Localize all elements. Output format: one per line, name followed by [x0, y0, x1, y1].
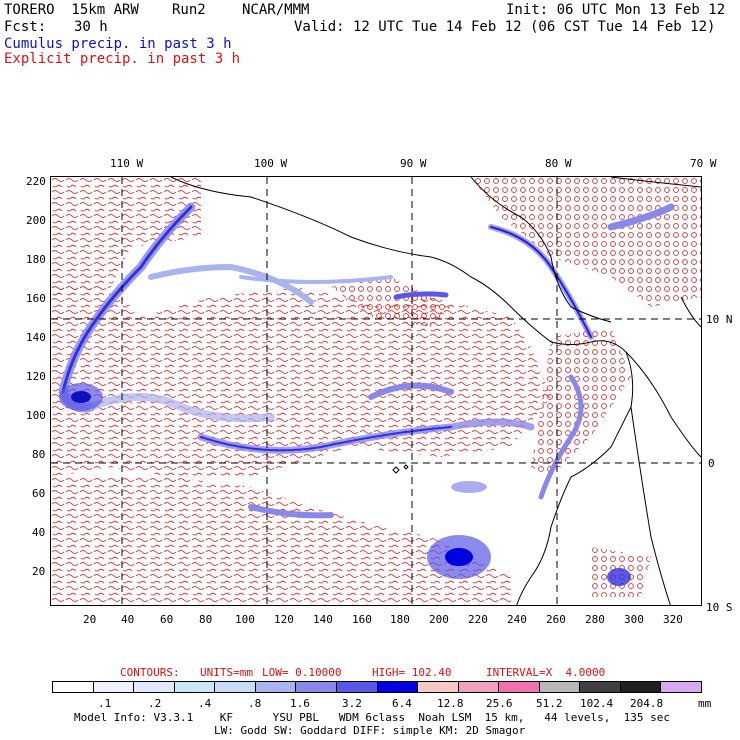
legend-swatch-2 [134, 682, 175, 692]
contours-high: HIGH= 102.40 [372, 666, 452, 679]
lat-label-10n: 10 N [706, 313, 733, 326]
explicit-precip-areas [51, 177, 701, 605]
legend-swatch-11 [499, 682, 540, 692]
lat-label-0: 0 [708, 457, 715, 470]
y-tick-80: 80 [32, 448, 46, 461]
legend-swatch-0 [53, 682, 94, 692]
x-tick-60: 60 [160, 613, 174, 626]
y-tick-40: 40 [32, 526, 46, 539]
legend-swatch-12 [539, 682, 581, 692]
legend-swatch-13 [580, 682, 621, 692]
lon-label-70w: 70 W [690, 157, 717, 170]
legend-label-51.2: 51.2 [536, 697, 563, 710]
y-tick-100: 100 [26, 409, 46, 422]
legend-label-0.1: .1 [98, 697, 112, 710]
contours-units: UNITS=mm [200, 666, 253, 679]
y-tick-140: 140 [26, 331, 46, 344]
legend-swatch-8 [377, 682, 419, 692]
x-tick-80: 80 [199, 613, 213, 626]
x-tick-240: 240 [507, 613, 527, 626]
legend-label-0.4: .4 [198, 697, 212, 710]
x-tick-220: 220 [468, 613, 488, 626]
lat-lon-grid [51, 177, 701, 605]
legend-label-3.2: 3.2 [342, 697, 362, 710]
x-tick-200: 200 [429, 613, 449, 626]
lon-label-100w: 100 W [254, 157, 288, 170]
legend-unit: mm [698, 697, 712, 710]
legend-swatch-6 [296, 682, 337, 692]
cumulus-precip-areas [58, 202, 675, 519]
legend-label-12.8: 12.8 [437, 697, 464, 710]
x-tick-140: 140 [313, 613, 333, 626]
lon-label-110w: 110 W [110, 157, 144, 170]
legend-label-0.2: .2 [148, 697, 162, 710]
legend-swatch-15 [661, 682, 701, 692]
y-tick-60: 60 [32, 487, 46, 500]
legend-swatch-14 [620, 682, 662, 692]
lon-label-90w: 90 W [400, 157, 427, 170]
y-tick-200: 200 [26, 214, 46, 227]
legend-label-204.8: 204.8 [630, 697, 664, 710]
y-tick-20: 20 [32, 565, 46, 578]
forecast-hours: 30 h [74, 19, 108, 35]
legend-label-1.6: 1.6 [290, 697, 310, 710]
x-tick-120: 120 [274, 613, 294, 626]
physics-info: LW: Godd SW: Goddard DIFF: simple KM: 2D… [214, 724, 526, 737]
run-label: Run2 [172, 2, 206, 18]
field-title-cumulus: Cumulus precip. in past 3 h [4, 36, 232, 52]
legend-swatch-1 [93, 682, 135, 692]
contours-low: LOW= 0.10000 [262, 666, 342, 679]
x-tick-100: 100 [235, 613, 255, 626]
contours-interval: INTERVAL=X 4.0000 [486, 666, 606, 679]
model-info: Model Info: V3.3.1 KF YSU PBL WDM 6class… [74, 711, 671, 724]
legend-swatch-3 [174, 682, 216, 692]
coastlines [170, 177, 701, 605]
legend-swatch-7 [336, 682, 378, 692]
valid-time: Valid: 12 UTC Tue 14 Feb 12 (06 CST Tue … [294, 19, 716, 35]
forecast-label: Fcst: [4, 19, 47, 35]
legend-swatch-4 [215, 682, 256, 692]
legend-label-25.6: 25.6 [486, 697, 513, 710]
lon-label-80w: 80 W [545, 157, 572, 170]
storm-systems [59, 383, 631, 586]
x-tick-180: 180 [390, 613, 410, 626]
x-tick-260: 260 [546, 613, 566, 626]
init-time: Init: 06 UTC Mon 13 Feb 12 [506, 2, 726, 18]
x-tick-300: 300 [624, 613, 644, 626]
legend-label-6.4: 6.4 [392, 697, 412, 710]
color-legend-bar [52, 681, 702, 693]
x-tick-20: 20 [83, 613, 97, 626]
model-name: TORERO 15km ARW [4, 2, 139, 18]
precip-map [50, 176, 702, 606]
org-label: NCAR/MMM [242, 2, 310, 18]
y-tick-220: 220 [26, 175, 46, 188]
legend-swatch-10 [458, 682, 500, 692]
field-title-explicit: Explicit precip. in past 3 h [4, 51, 241, 67]
x-tick-40: 40 [121, 613, 135, 626]
x-tick-320: 320 [663, 613, 683, 626]
legend-swatch-5 [255, 682, 297, 692]
map-canvas [51, 177, 701, 605]
legend-swatch-9 [418, 682, 459, 692]
legend-label-102.4: 102.4 [580, 697, 614, 710]
contours-label: CONTOURS: [120, 666, 180, 679]
y-tick-160: 160 [26, 292, 46, 305]
x-tick-160: 160 [352, 613, 372, 626]
lat-label-10s: 10 S [706, 601, 733, 614]
y-tick-180: 180 [26, 253, 46, 266]
legend-label-0.8: .8 [248, 697, 262, 710]
y-tick-120: 120 [26, 370, 46, 383]
x-tick-280: 280 [585, 613, 605, 626]
